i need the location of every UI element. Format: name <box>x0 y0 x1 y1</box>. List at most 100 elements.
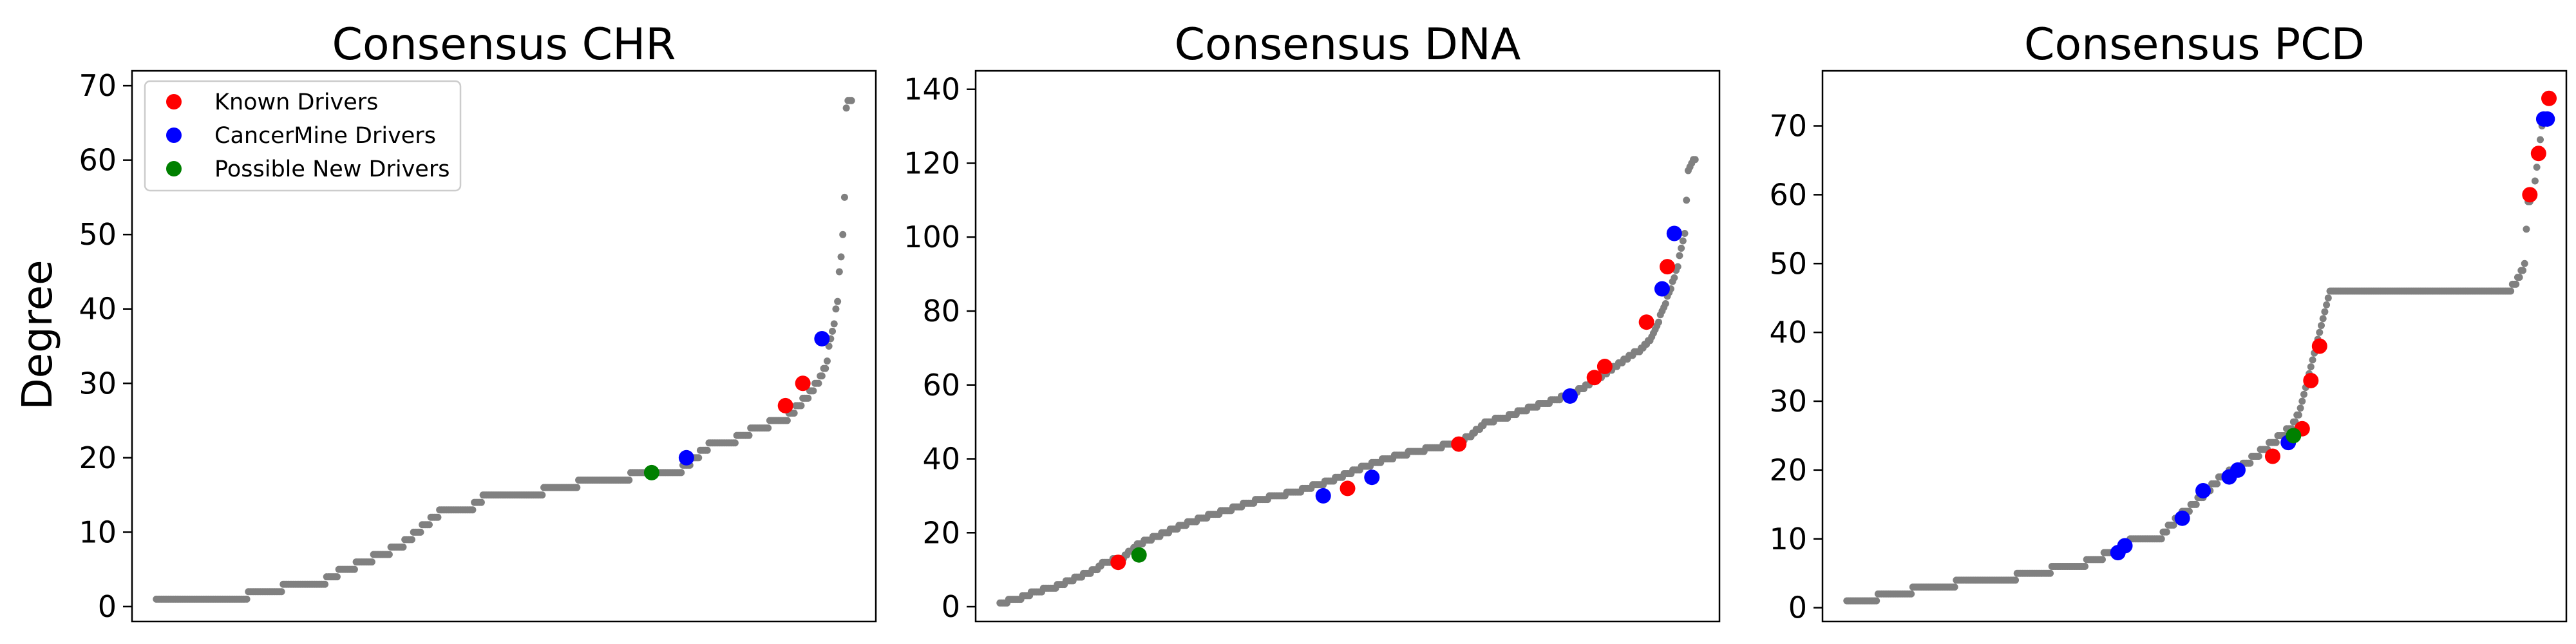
driver-point <box>1131 547 1147 563</box>
data-point <box>2255 453 2262 460</box>
y-tick-label: 140 <box>904 72 960 107</box>
driver-point <box>2541 90 2557 106</box>
driver-point <box>1110 554 1126 571</box>
y-tick-label: 0 <box>942 589 960 624</box>
data-point <box>1683 196 1690 204</box>
legend-label: Known Drivers <box>214 90 378 115</box>
data-point <box>2298 397 2306 405</box>
series-cancermine-drivers <box>1315 225 1682 504</box>
data-point <box>333 573 341 581</box>
data-point <box>677 469 685 477</box>
data-point <box>829 327 837 335</box>
driver-point <box>1596 359 1613 375</box>
driver-point <box>1660 259 1676 275</box>
series-known-drivers <box>2264 90 2557 464</box>
data-point <box>1908 590 1915 598</box>
y-tick-label: 60 <box>1769 177 1807 212</box>
driver-point <box>1562 388 1578 404</box>
driver-point <box>2174 510 2190 526</box>
background-points <box>153 97 855 603</box>
data-point <box>368 558 375 566</box>
y-tick-label: 120 <box>904 146 960 180</box>
data-point <box>815 379 822 387</box>
y-tick-label: 40 <box>922 442 960 477</box>
legend-marker <box>166 94 182 109</box>
data-point <box>278 588 285 596</box>
data-point <box>1681 229 1689 237</box>
data-point <box>2246 459 2254 467</box>
data-point <box>842 104 850 112</box>
series-cancermine-drivers <box>678 330 830 466</box>
y-tick-label: 0 <box>98 589 117 624</box>
data-point <box>350 565 358 573</box>
driver-point <box>2311 338 2327 354</box>
background-points <box>1843 122 2546 605</box>
data-point <box>1674 263 1681 270</box>
legend-label: Possible New Drivers <box>214 156 450 182</box>
series-possible-new-drivers <box>2286 428 2302 444</box>
data-point <box>408 536 415 544</box>
panel-title: Consensus CHR <box>332 19 676 70</box>
driver-point <box>2195 482 2211 498</box>
data-point <box>810 387 817 395</box>
driver-point <box>1638 314 1654 330</box>
panel-3: Consensus PCD 0 10 20 30 40 50 60 70 <box>1769 19 2568 625</box>
data-point <box>573 484 581 491</box>
data-point <box>848 97 855 104</box>
data-point <box>2319 315 2327 323</box>
legend: Known Drivers CancerMine Drivers Possible … <box>144 80 462 192</box>
data-point <box>2519 267 2527 274</box>
y-tick-label: 50 <box>1769 246 1807 281</box>
data-point <box>837 253 845 261</box>
data-point <box>2537 136 2544 144</box>
legend-label: CancerMine Drivers <box>214 123 436 149</box>
data-point <box>2507 287 2515 295</box>
driver-point <box>2230 462 2246 478</box>
y-tick-label: 60 <box>79 143 117 178</box>
plot-frame <box>131 70 877 623</box>
data-point <box>2533 164 2541 171</box>
driver-point <box>678 450 694 466</box>
data-point <box>839 231 847 238</box>
data-point <box>2295 411 2302 419</box>
data-point <box>2300 390 2308 398</box>
data-point <box>1662 300 1669 308</box>
driver-point <box>2303 372 2319 388</box>
y-tick-label: 60 <box>922 368 960 402</box>
data-point <box>797 402 805 410</box>
y-tick-label: 20 <box>1769 453 1807 488</box>
data-point <box>823 357 831 365</box>
y-tick-label: 100 <box>904 220 960 254</box>
data-point <box>835 268 843 276</box>
data-point <box>830 320 838 328</box>
y-tick-label: 30 <box>1769 384 1807 419</box>
data-point <box>2012 576 2020 584</box>
driver-point <box>1364 469 1380 486</box>
data-point <box>2081 563 2088 570</box>
y-tick-label: 40 <box>79 292 117 327</box>
data-point <box>321 580 329 588</box>
data-point <box>731 439 739 447</box>
data-point <box>425 521 433 529</box>
driver-point <box>643 464 659 480</box>
driver-point <box>2264 448 2280 464</box>
data-point <box>2297 404 2304 412</box>
data-point <box>1679 237 1687 245</box>
data-point <box>1873 597 1880 605</box>
data-point <box>2324 294 2332 302</box>
data-point <box>2323 301 2331 308</box>
y-tick-label: 10 <box>79 515 117 549</box>
data-point <box>695 454 703 462</box>
data-point <box>2512 280 2520 288</box>
legend-box <box>144 80 462 192</box>
series-known-drivers <box>1110 259 1676 571</box>
driver-point <box>814 330 830 346</box>
data-point <box>1678 244 1685 252</box>
driver-point <box>2522 187 2538 203</box>
driver-point <box>2530 146 2546 162</box>
y-tick-label: 10 <box>1769 522 1807 556</box>
data-point <box>2098 556 2106 564</box>
panel-title: Consensus PCD <box>2024 19 2365 70</box>
series-possible-new-drivers <box>1131 547 1147 563</box>
driver-point <box>1340 480 1356 497</box>
